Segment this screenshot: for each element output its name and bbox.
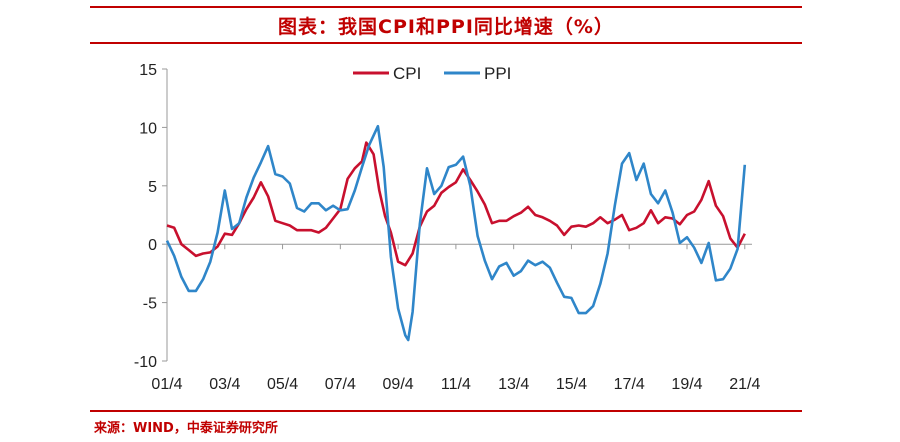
x-tick-label: 15/4 [556,376,587,393]
y-tick-label: -10 [134,354,157,371]
x-ticks: 01/4 03/4 05/4 07/4 09/4 11/4 13/4 15/4 17/4 19/4… [151,244,760,393]
y-ticks: 15 10 5 0 -5 -10 [134,62,167,371]
x-tick-label: 09/4 [383,376,414,393]
x-tick-label: 13/4 [498,376,529,393]
y-tick-label: -5 [143,296,157,313]
x-tick-label: 19/4 [671,376,702,393]
y-tick-label: 0 [148,237,157,254]
x-tick-label: 05/4 [267,376,298,393]
title-bar: 图表：我国CPI和PPI同比增速（%） [90,6,802,44]
y-tick-label: 15 [139,62,157,79]
source-bar: 来源：WIND，中泰证券研究所 [90,410,802,440]
y-tick-label: 5 [148,179,157,196]
y-tick-label: 10 [139,120,157,137]
x-tick-label: 17/4 [614,376,645,393]
series-line-cpi [166,141,746,267]
x-tick-label: 01/4 [151,376,182,393]
source-note: 来源：WIND，中泰证券研究所 [94,420,278,436]
legend-label-cpi: CPI [393,64,421,83]
x-tick-label: 21/4 [729,376,760,393]
x-tick-label: 03/4 [209,376,240,393]
series-lines [165,124,747,342]
page-title: 图表：我国CPI和PPI同比增速（%） [278,15,614,38]
legend-label-ppi: PPI [484,64,511,83]
x-tick-label: 07/4 [325,376,356,393]
series-line-ppi [165,124,747,342]
x-tick-label: 11/4 [441,376,471,393]
legend: CPI PPI [353,64,511,83]
